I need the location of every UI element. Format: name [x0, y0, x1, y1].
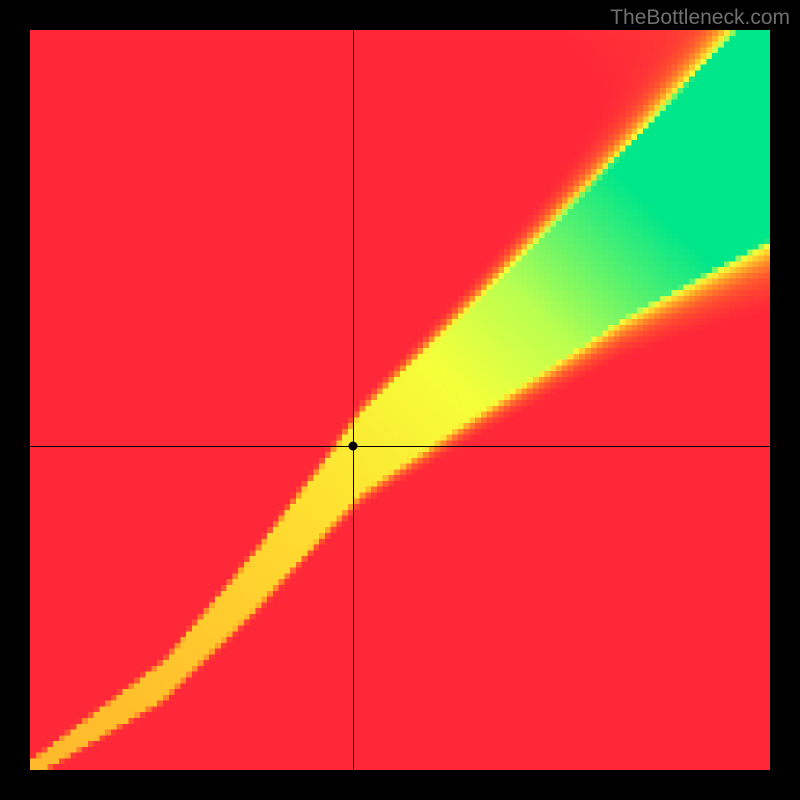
- watermark-text: TheBottleneck.com: [610, 6, 790, 30]
- heatmap-canvas: [30, 30, 770, 770]
- plot-frame: [30, 30, 770, 770]
